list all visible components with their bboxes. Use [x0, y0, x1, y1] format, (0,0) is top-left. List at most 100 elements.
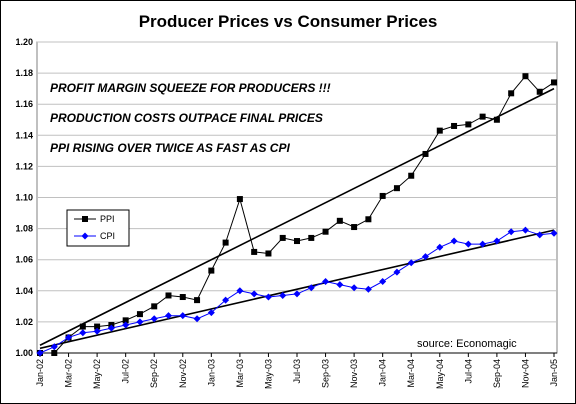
data-point-cpi — [521, 226, 529, 234]
data-point-ppi — [222, 239, 229, 246]
trendline-ppi — [39, 87, 555, 346]
data-point-ppi — [508, 90, 515, 97]
data-point-ppi — [179, 294, 186, 301]
x-tick-label: Nov-03 — [349, 359, 359, 388]
data-point-cpi — [293, 290, 301, 298]
data-point-cpi — [179, 312, 187, 320]
y-tick-label: 1.02 — [15, 317, 33, 327]
data-point-cpi — [464, 240, 472, 248]
data-point-ppi — [279, 234, 286, 241]
x-tick-label: May-02 — [92, 359, 102, 389]
data-point-cpi — [436, 243, 444, 251]
legend-box — [66, 209, 130, 247]
data-point-ppi — [294, 238, 300, 245]
data-point-ppi — [208, 267, 215, 274]
legend-marker — [81, 232, 89, 240]
data-point-cpi — [536, 231, 544, 239]
legend-label: PPI — [100, 214, 115, 224]
x-tick-label: Jan-05 — [549, 359, 559, 387]
data-point-ppi — [436, 127, 443, 134]
annotation-text: PRODUCTION COSTS OUTPACE FINAL PRICES — [50, 111, 323, 125]
data-point-ppi — [408, 172, 415, 179]
series-group — [36, 73, 558, 357]
data-point-cpi — [50, 343, 58, 351]
chart-title: Producer Prices vs Consumer Prices — [138, 12, 438, 31]
data-point-ppi — [536, 88, 543, 95]
x-tick-label: Jan-03 — [206, 359, 216, 387]
data-point-cpi — [307, 284, 315, 292]
data-point-ppi — [251, 248, 258, 255]
y-tick-label: 1.04 — [15, 286, 33, 296]
y-tick-label: 1.12 — [15, 161, 33, 171]
y-tick-label: 1.16 — [15, 99, 33, 109]
data-point-ppi — [379, 192, 386, 199]
data-point-cpi — [364, 285, 372, 293]
x-tick-label: Sep-04 — [492, 359, 502, 388]
data-point-cpi — [250, 290, 258, 298]
data-point-ppi — [522, 73, 529, 80]
data-point-ppi — [451, 122, 458, 129]
data-point-cpi — [150, 315, 158, 323]
data-point-cpi — [264, 293, 272, 301]
annotation-text: PROFIT MARGIN SQUEEZE FOR PRODUCERS !!! — [50, 81, 331, 95]
data-point-ppi — [94, 323, 101, 330]
annotation-text: PPI RISING OVER TWICE AS FAST AS CPI — [50, 141, 290, 155]
data-point-cpi — [279, 291, 287, 299]
x-tick-label: Jan-04 — [378, 359, 388, 387]
source-label: source: Economagic — [417, 338, 517, 350]
data-point-ppi — [365, 216, 372, 223]
data-point-ppi — [551, 79, 557, 86]
data-point-ppi — [122, 317, 129, 324]
data-point-cpi — [93, 327, 101, 335]
x-tick-label: Nov-04 — [520, 359, 530, 388]
data-point-ppi — [351, 224, 358, 231]
data-point-ppi — [493, 116, 500, 123]
data-point-ppi — [393, 185, 400, 192]
x-tick-label: Sep-03 — [321, 359, 331, 388]
data-point-cpi — [322, 277, 330, 285]
data-point-cpi — [222, 296, 230, 304]
data-point-ppi — [422, 150, 429, 157]
x-tick-label: Sep-02 — [149, 359, 159, 388]
data-point-cpi — [507, 228, 515, 236]
x-tick-label: Mar-03 — [235, 359, 245, 388]
data-point-ppi — [136, 311, 143, 318]
y-tick-label: 1.14 — [15, 130, 33, 140]
data-point-cpi — [450, 237, 458, 245]
data-point-cpi — [65, 333, 73, 341]
data-point-ppi — [79, 323, 86, 330]
data-point-cpi — [479, 240, 487, 248]
data-point-cpi — [350, 284, 358, 292]
data-point-ppi — [479, 113, 486, 120]
legend-marker — [82, 216, 88, 222]
data-point-cpi — [393, 268, 401, 276]
data-point-cpi — [107, 324, 115, 332]
x-axis-ticks: Jan-02 Mar-02 May-02 Jul-02 Sep-02 Nov-02 Jan-… — [35, 353, 559, 389]
data-point-ppi — [308, 234, 315, 241]
x-tick-label: Jul-02 — [121, 359, 131, 384]
data-point-cpi — [407, 259, 415, 267]
x-tick-label: Nov-02 — [178, 359, 188, 388]
y-tick-label: 1.18 — [15, 68, 33, 78]
grid — [36, 41, 558, 354]
annotations: PROFIT MARGIN SQUEEZE FOR PRODUCERS !!! P… — [50, 81, 331, 155]
data-point-cpi — [136, 318, 144, 326]
y-tick-label: 1.06 — [15, 255, 33, 265]
trendline-cpi — [39, 229, 555, 350]
y-tick-label: 1.08 — [15, 224, 33, 234]
data-point-ppi — [51, 350, 58, 356]
data-point-cpi — [336, 281, 344, 289]
x-tick-label: Jan-02 — [35, 359, 45, 387]
x-tick-label: May-04 — [435, 359, 445, 389]
data-point-cpi — [79, 329, 87, 337]
data-point-cpi — [422, 253, 429, 261]
y-axis-ticks: 1.00 1.02 1.04 1.06 1.08 1.10 1.12 1.14 1.16 1.18… — [15, 37, 33, 358]
data-point-cpi — [36, 349, 44, 357]
trendlines — [39, 87, 555, 350]
x-tick-label: Jul-03 — [292, 359, 302, 384]
data-point-ppi — [151, 303, 158, 310]
data-point-cpi — [207, 309, 215, 317]
data-point-ppi — [322, 228, 329, 235]
data-point-cpi — [193, 315, 201, 323]
data-point-cpi — [122, 321, 130, 329]
